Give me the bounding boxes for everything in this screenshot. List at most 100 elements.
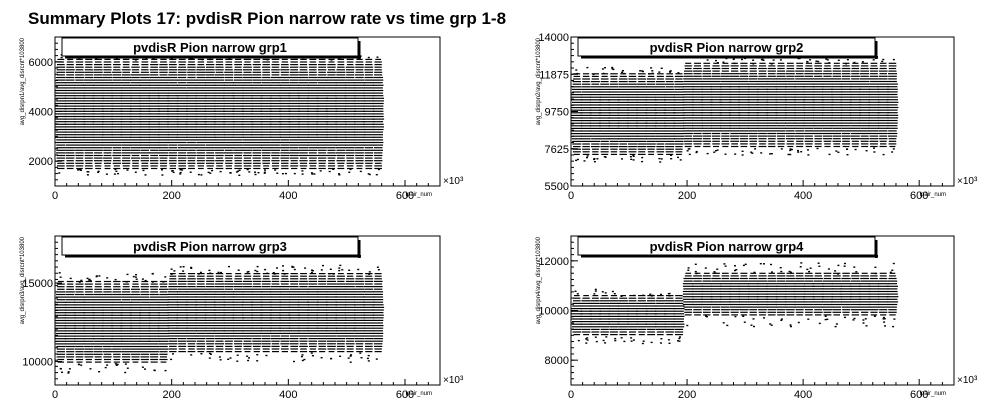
data-point (172, 171, 175, 174)
data-point (809, 59, 812, 61)
data-point (882, 153, 885, 156)
data-point (770, 324, 773, 326)
data-point (576, 158, 579, 161)
data-point (593, 161, 596, 163)
data-point (320, 269, 323, 271)
data-point (658, 157, 661, 160)
data-point (641, 156, 644, 159)
data-point (368, 173, 371, 176)
data-point (772, 59, 775, 61)
data-point (722, 322, 725, 324)
data-point (604, 292, 607, 294)
data-point (59, 276, 62, 278)
data-point (667, 339, 670, 341)
data-point (274, 169, 277, 171)
data-point (585, 342, 588, 344)
data-point (200, 353, 203, 355)
y-axis: 5500 7625 9750 11875 14000avg_disrpn2/avg_di… (536, 32, 578, 193)
data-point (734, 153, 737, 155)
chart-title: pvdisR Pion narrow grp1 (133, 40, 287, 55)
data-point (575, 69, 578, 71)
data-point (575, 159, 578, 162)
data-point (86, 277, 89, 280)
x-tick-label: 400 (279, 190, 297, 202)
y-tick-label: 5500 (545, 181, 569, 193)
data-point (201, 58, 204, 61)
data-point (668, 295, 671, 297)
data-point (613, 293, 616, 295)
data-point (367, 354, 370, 357)
data-point (865, 150, 868, 152)
x-tick-label: 200 (162, 190, 180, 202)
data-point (238, 169, 241, 171)
data-point (310, 271, 313, 274)
data-point (770, 63, 773, 65)
data-point (594, 288, 597, 291)
data-point (172, 353, 174, 355)
data-point (359, 352, 362, 354)
data-point (58, 272, 61, 274)
data-point (623, 340, 626, 343)
y-tick-label: 4000 (29, 107, 53, 119)
data-point (179, 169, 182, 171)
data-point (95, 275, 98, 278)
y-tick-label: 2000 (29, 156, 53, 168)
data-point (97, 171, 100, 173)
data-point (620, 337, 623, 339)
data-point (104, 366, 107, 369)
data-point (837, 151, 840, 153)
data-point (67, 372, 70, 374)
data-point (375, 358, 378, 360)
data-point (328, 170, 331, 173)
data-point (790, 148, 793, 151)
data-point (256, 360, 259, 362)
data-point (68, 368, 71, 370)
data-point (256, 354, 259, 356)
data-point (141, 366, 144, 368)
data-point (227, 358, 230, 360)
x-axis-label: ipair_num (406, 391, 432, 397)
data-point (751, 152, 754, 154)
data-point (219, 170, 222, 173)
data-point (734, 315, 737, 318)
data-point (283, 273, 286, 275)
data-point (576, 293, 579, 295)
data-point (602, 72, 605, 75)
data-point (78, 281, 81, 283)
data-point (602, 339, 605, 342)
x-axis-exponent: ×10³ (443, 375, 464, 386)
chart-panel-1: pvdisR Pion narrow grp1 0 200 400 600 ×10³ ipa… (20, 36, 464, 202)
data-point (808, 270, 811, 273)
data-point (642, 294, 645, 296)
data-point (60, 56, 63, 59)
data-point (350, 354, 352, 356)
data-point (753, 325, 755, 328)
data-point (114, 363, 117, 365)
y-tick-label: 6000 (29, 57, 53, 69)
data-point (604, 342, 607, 344)
data-point (688, 148, 691, 150)
data-point (713, 271, 716, 273)
x-tick-label: 0 (52, 190, 58, 202)
data-point (164, 276, 167, 278)
data-point (586, 66, 589, 69)
data-point (368, 271, 371, 273)
data-point (632, 155, 635, 157)
data-point (238, 174, 241, 176)
data-point (678, 337, 681, 340)
data-point (797, 321, 800, 324)
data-point (605, 336, 608, 338)
data-point (716, 268, 719, 270)
data-point (246, 168, 249, 171)
data-point (815, 60, 818, 62)
data-point (669, 70, 672, 72)
data-point (153, 369, 156, 371)
data-point (723, 263, 726, 265)
data-point (744, 263, 747, 265)
data-point (694, 263, 697, 265)
chart-title-shadow (358, 41, 361, 59)
data-point (237, 269, 240, 271)
data-point (209, 172, 212, 174)
plot-frame (570, 235, 955, 386)
